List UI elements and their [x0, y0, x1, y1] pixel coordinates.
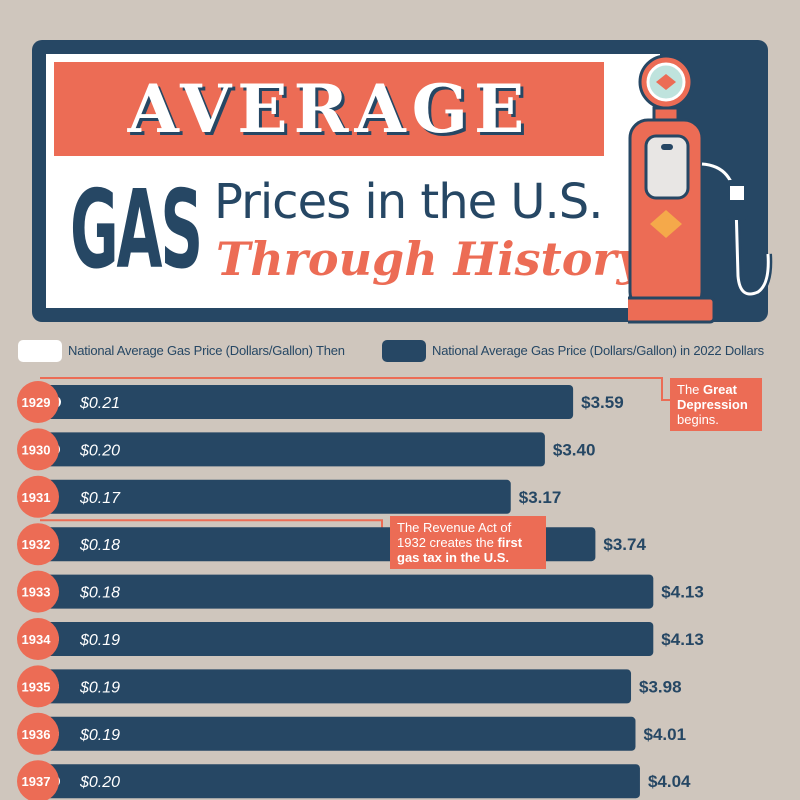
value-label-then-1935: $0.19 [79, 679, 120, 696]
year-badge-1936 [17, 712, 59, 755]
value-label-then-1930: $0.20 [79, 442, 120, 459]
title-band: AVERAGE [54, 62, 604, 156]
value-label-adjusted-1932: $3.74 [603, 535, 646, 554]
year-badge-1935 [17, 665, 59, 708]
bar-adjusted-1931 [40, 479, 511, 514]
value-label-then-1933: $0.18 [79, 585, 120, 602]
year-badge-1931 [17, 475, 59, 518]
bar-adjusted-1930 [40, 432, 545, 467]
year-label-1937: 1937 [22, 774, 51, 789]
year-label-1930: 1930 [22, 442, 51, 457]
annotation-first-gas-tax: The Revenue Act of 1932 creates the firs… [390, 516, 546, 569]
value-label-adjusted-1935: $3.98 [639, 677, 682, 696]
bar-adjusted-1935 [40, 669, 632, 704]
value-label-adjusted-1929: $3.59 [581, 393, 624, 412]
year-badge-1930 [17, 428, 59, 471]
year-badge-1933 [17, 570, 59, 613]
year-label-1931: 1931 [22, 490, 51, 505]
year-label-1935: 1935 [22, 679, 51, 694]
value-label-adjusted-1937: $4.04 [648, 772, 691, 791]
bar-adjusted-1934 [40, 622, 654, 656]
legend-swatch-then [18, 340, 62, 362]
year-badge-1937 [17, 760, 59, 800]
gas-pump-icon [628, 54, 773, 324]
value-label-adjusted-1930: $3.40 [553, 440, 596, 459]
chart-legend: National Average Gas Price (Dollars/Gall… [18, 338, 788, 366]
title-card: AVERAGE GAS Prices in the U.S. Through H… [46, 54, 660, 308]
bar-adjusted-1933 [40, 574, 654, 609]
year-label-1934: 1934 [22, 632, 52, 647]
title-history-line: Through History [216, 232, 644, 286]
year-label-1932: 1932 [22, 537, 51, 552]
value-label-adjusted-1933: $4.13 [661, 583, 704, 602]
year-label-1936: 1936 [22, 727, 51, 742]
value-label-adjusted-1931: $3.17 [519, 488, 562, 507]
title-prices-line: Prices in the U.S. [214, 174, 604, 230]
value-label-then-1932: $0.18 [79, 537, 120, 554]
year-label-1933: 1933 [22, 585, 51, 600]
bar-adjusted-1936 [40, 716, 636, 751]
legend-label-then: National Average Gas Price (Dollars/Gall… [68, 343, 345, 358]
title-average: AVERAGE [127, 70, 531, 148]
bar-adjusted-1937 [40, 764, 640, 799]
annotation-connector-1929 [40, 377, 670, 401]
value-label-then-1937: $0.20 [79, 774, 120, 791]
value-label-then-1929: $0.21 [79, 395, 120, 412]
year-badge-1929 [17, 381, 59, 423]
value-label-then-1936: $0.19 [79, 727, 120, 744]
value-label-then-1934: $0.19 [79, 632, 120, 649]
value-label-adjusted-1936: $4.01 [643, 725, 686, 744]
bar-adjusted-1929 [40, 385, 574, 419]
year-badge-1932 [17, 523, 59, 566]
title-banner: AVERAGE GAS Prices in the U.S. Through H… [32, 40, 773, 324]
title-gas: GAS [70, 168, 203, 293]
year-badge-1934 [17, 618, 59, 660]
value-label-then-1931: $0.17 [79, 490, 121, 507]
value-label-adjusted-1934: $4.13 [661, 630, 704, 649]
year-label-1929: 1929 [22, 395, 51, 410]
legend-label-adjusted: National Average Gas Price (Dollars/Gall… [432, 343, 764, 358]
annotation-great-depression: The Great Depression begins. [670, 378, 762, 431]
legend-swatch-adjusted [382, 340, 426, 362]
